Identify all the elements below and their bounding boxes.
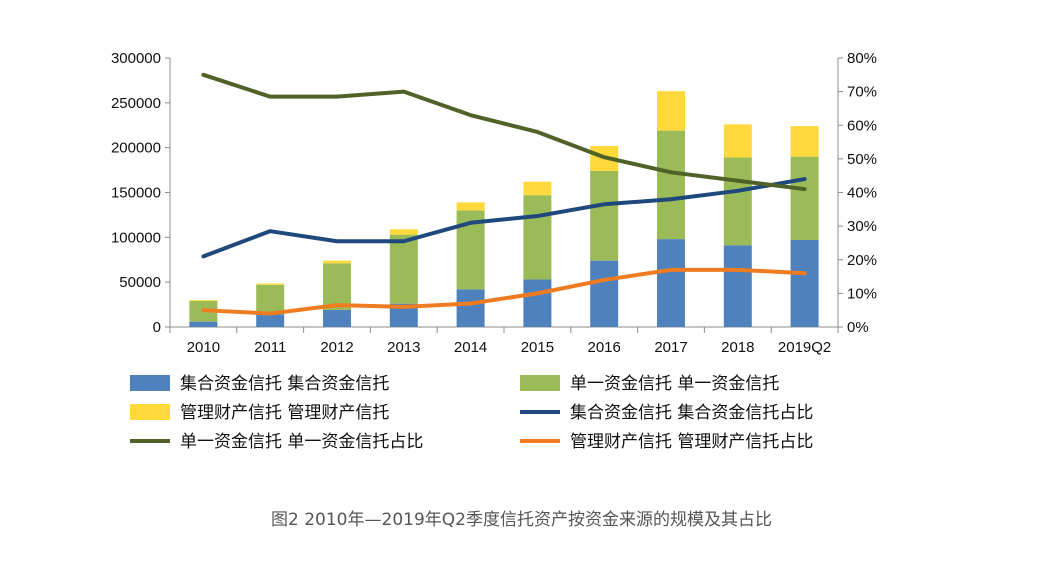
- left-y-tick-label: 200000: [111, 140, 161, 157]
- bar-segment-series-1: [456, 289, 485, 327]
- bar-segment-series-1: [256, 314, 285, 327]
- left-y-tick-label: 150000: [111, 185, 161, 202]
- line-series-3: [201, 267, 807, 316]
- bar-segment-series-2: [389, 234, 418, 304]
- right-y-tick-label: 70%: [847, 84, 877, 101]
- legend-label: 管理财产信托 管理财产信托: [180, 403, 389, 423]
- bar-segment-series-1: [189, 321, 218, 327]
- legend-swatch-bar: [130, 404, 170, 420]
- bar-segment-series-2: [657, 130, 685, 240]
- right-y-tick-label: 20%: [847, 252, 877, 269]
- bar-segment-series-3: [256, 283, 285, 285]
- left-y-tick-label: 300000: [111, 50, 161, 67]
- right-y-tick-label: 50%: [847, 151, 877, 168]
- left-y-tick-label: 250000: [111, 95, 161, 112]
- bar-segment-series-3: [523, 181, 552, 196]
- left-y-tick-label: 50000: [119, 274, 161, 291]
- right-y-tick-label: 30%: [847, 218, 877, 235]
- legend-label: 管理财产信托 管理财产信托占比: [570, 432, 813, 452]
- bar-segment-series-1: [590, 260, 619, 327]
- legend-label: 集合资金信托 集合资金信托: [180, 374, 389, 394]
- x-tick-label: 2015: [521, 339, 554, 356]
- figure-caption: 图2 2010年—2019年Q2季度信托资产按资金来源的规模及其占比: [271, 510, 772, 530]
- x-tick-label: 2013: [387, 339, 420, 356]
- left-y-tick-label: 100000: [111, 229, 161, 246]
- right-y-tick-label: 0%: [847, 319, 869, 336]
- x-tick-label: 2010: [187, 339, 220, 356]
- bar-segment-series-2: [523, 195, 552, 280]
- legend-swatch-bar: [130, 375, 170, 391]
- bar-segment-series-1: [723, 245, 752, 327]
- legend-label: 单一资金信托 单一资金信托: [570, 374, 779, 394]
- x-tick-label: 2014: [454, 339, 487, 356]
- x-tick-label: 2016: [588, 339, 621, 356]
- bar-segment-series-2: [723, 157, 752, 246]
- right-y-tick-label: 80%: [847, 50, 877, 67]
- x-tick-label: 2011: [254, 339, 286, 356]
- legend-swatch-bar: [520, 375, 560, 391]
- bar-segment-series-1: [389, 303, 418, 327]
- bar-segment-series-3: [456, 202, 485, 211]
- bar-segment-series-3: [189, 300, 218, 301]
- x-tick-label: 2017: [654, 339, 687, 356]
- bar-segment-series-1: [790, 240, 819, 327]
- x-tick-label: 2012: [320, 339, 353, 356]
- bar-segment-series-3: [323, 260, 351, 264]
- bar-segment-series-2: [323, 263, 351, 310]
- bar-segment-series-3: [723, 124, 752, 158]
- x-tick-label: 2018: [721, 339, 754, 356]
- bar-segment-series-3: [790, 126, 819, 157]
- right-y-tick-label: 60%: [847, 117, 877, 134]
- bar-segment-series-1: [323, 309, 351, 327]
- chart-axes: 0 50000 100000 150000 200000 250000 300000 0% 10…: [111, 50, 877, 356]
- bar-segment-series-1: [523, 279, 552, 327]
- right-y-tick-label: 10%: [847, 285, 877, 302]
- bar-segment-series-1: [657, 239, 685, 327]
- line-series-1: [201, 177, 807, 259]
- bar-series-group: [189, 91, 819, 327]
- bar-segment-series-3: [389, 229, 418, 235]
- x-tick-label: 2019Q2: [778, 339, 831, 356]
- line-series-2: [201, 72, 807, 192]
- bar-segment-series-3: [657, 91, 685, 131]
- bar-segment-series-2: [256, 284, 285, 315]
- bar-segment-series-2: [790, 156, 819, 241]
- left-y-tick-label: 0: [153, 319, 161, 336]
- legend-label: 集合资金信托 集合资金信托占比: [570, 403, 813, 423]
- legend-label: 单一资金信托 单一资金信托占比: [180, 432, 423, 452]
- right-y-tick-label: 40%: [847, 185, 877, 202]
- line-series-group: [201, 72, 807, 316]
- bar-segment-series-2: [590, 170, 619, 261]
